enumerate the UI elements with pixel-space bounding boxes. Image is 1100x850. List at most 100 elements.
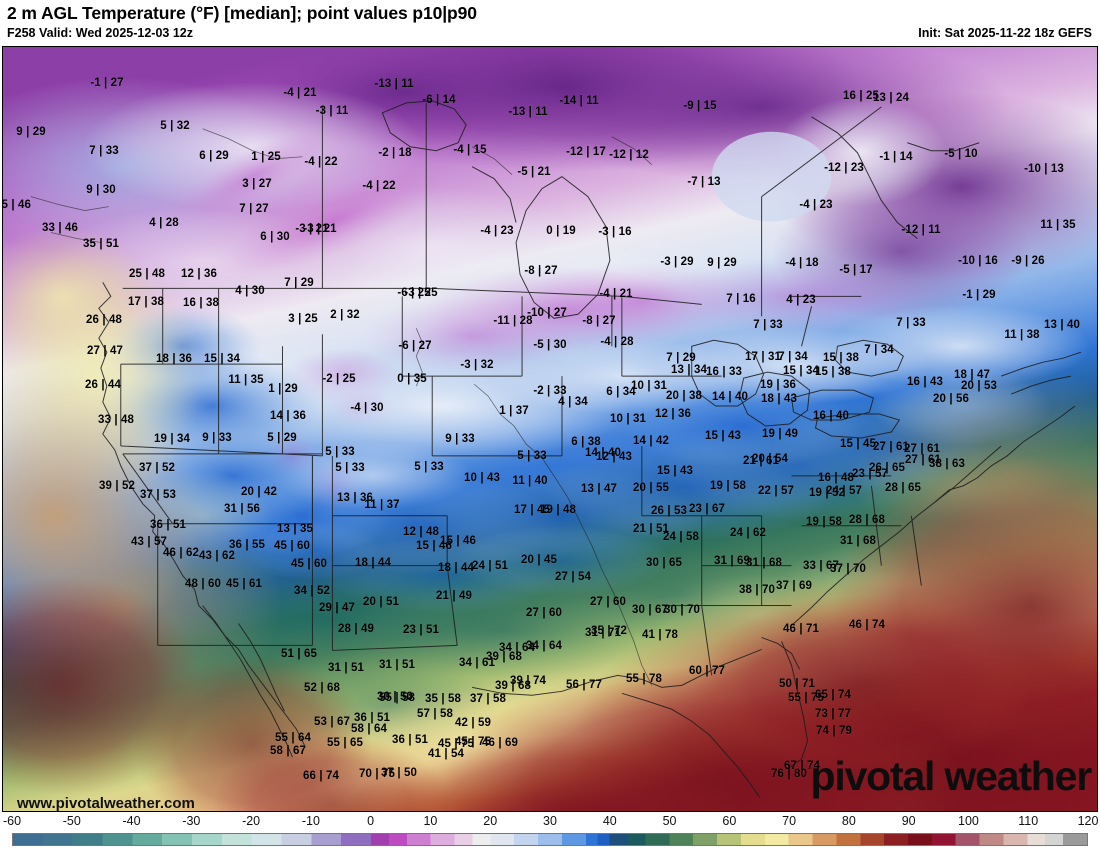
point-value-label: 16 | 25 — [843, 90, 879, 102]
point-value-label: -3 | 32 — [460, 359, 494, 371]
point-value-label: 31 | 56 — [224, 503, 260, 515]
colorbar-tick: -60 — [2, 814, 22, 828]
point-value-label: -11 | 28 — [493, 315, 533, 327]
point-value-label: 18 | 43 — [761, 393, 797, 405]
point-value-label: 19 | 49 — [762, 428, 798, 440]
colorbar[interactable]: -60 -50 -40 -30 -20 -10 0 10 20 30 40 50 60 70 80 90 100… — [2, 814, 1098, 848]
colorbar-tick: 70 — [782, 814, 797, 828]
point-value-label: 46 | 69 — [482, 737, 518, 749]
point-value-label: 76 | 80 — [771, 768, 807, 780]
point-value-label: 0 | 19 — [546, 225, 576, 237]
point-value-label: 39 | 74 — [510, 675, 546, 687]
point-value-label: 6 | 34 — [606, 386, 636, 398]
point-value-label: 39 | 52 — [99, 480, 135, 492]
point-value-label: 13 | 34 — [671, 364, 707, 376]
point-value-label: 4 | 30 — [235, 285, 265, 297]
point-value-label: 46 | 74 — [849, 619, 885, 631]
point-value-label: 35 | 46 — [2, 199, 31, 211]
point-value-label: 24 | 58 — [663, 531, 699, 543]
point-value-label: 14 | 36 — [270, 410, 306, 422]
point-value-label: 19 | 52 — [809, 487, 845, 499]
point-value-label: 42 | 59 — [455, 717, 491, 729]
point-value-label: 4 | 23 — [786, 294, 816, 306]
point-value-label: 20 | 42 — [241, 486, 277, 498]
point-value-label: 12 | 48 — [403, 526, 439, 538]
point-value-label: 29 | 47 — [319, 602, 355, 614]
point-value-label: 16 | 43 — [907, 376, 943, 388]
point-value-label: 46 | 71 — [783, 623, 819, 635]
point-value-label: 48 | 60 — [185, 578, 221, 590]
point-value-label: 12 | 43 — [596, 451, 632, 463]
temperature-field — [3, 47, 1097, 811]
point-value-label: -5 | 17 — [839, 264, 873, 276]
point-value-label: -4 | 22 — [304, 156, 338, 168]
point-value-label: 37 | 50 — [381, 767, 417, 779]
colorbar-tick: 50 — [662, 814, 677, 828]
point-value-label: -3 | 29 — [660, 256, 694, 268]
point-value-label: 5 | 33 — [335, 462, 365, 474]
point-value-label: 23 | 51 — [403, 624, 439, 636]
point-value-label: 14 | 40 — [712, 391, 748, 403]
point-value-label: -5 | 30 — [533, 339, 567, 351]
point-value-label: -6 | 25 — [397, 287, 431, 299]
point-value-label: -5 | 10 — [944, 148, 978, 160]
point-value-label: 27 | 61 — [873, 441, 909, 453]
point-value-label: -5 | 21 — [517, 166, 551, 178]
point-value-label: 13 | 35 — [277, 523, 313, 535]
point-value-label: -1 | 14 — [879, 151, 913, 163]
point-value-label: 27 | 60 — [526, 607, 562, 619]
point-value-label: 35 | 58 — [425, 693, 461, 705]
colorbar-tick: 120 — [1077, 814, 1099, 828]
point-value-label: 74 | 79 — [816, 725, 852, 737]
point-value-label: -7 | 13 — [687, 176, 721, 188]
point-value-label: 17 | 38 — [128, 296, 164, 308]
point-value-label: 15 | 46 — [440, 535, 476, 547]
point-value-label: 7 | 16 — [726, 293, 756, 305]
point-value-label: 30 | 50 — [377, 691, 413, 703]
point-value-label: 2 | 32 — [330, 309, 360, 321]
point-value-label: 15 | 43 — [657, 465, 693, 477]
point-value-label: 27 | 47 — [87, 345, 123, 357]
point-value-label: 55 | 78 — [626, 673, 662, 685]
temperature-map[interactable]: -1 | 27 9 | 29 5 | 32 7 | 33 6 | 29 1 | 25 9 |… — [2, 46, 1098, 812]
point-value-label: 22 | 57 — [758, 485, 794, 497]
point-value-label: 36 | 51 — [354, 712, 390, 724]
point-value-label: 13 | 36 — [337, 492, 373, 504]
point-value-label: 55 | 64 — [275, 732, 311, 744]
point-value-label: 45 | 75 — [455, 736, 491, 748]
point-value-label: -8 | 27 — [524, 265, 558, 277]
point-value-label: -10 | 27 — [527, 307, 567, 319]
point-value-label: 38 | 70 — [739, 584, 775, 596]
point-value-label: 30 | 70 — [664, 604, 700, 616]
point-value-label: 11 | 38 — [1004, 329, 1040, 341]
point-value-label: -4 | 23 — [799, 199, 833, 211]
point-value-label: -12 | 12 — [609, 149, 649, 161]
point-value-label: 1 | 29 — [268, 383, 298, 395]
point-value-label: 37 | 69 — [776, 580, 812, 592]
point-value-label: 23 | 57 — [852, 468, 888, 480]
point-value-label: -4 | 21 — [599, 288, 633, 300]
point-value-label: -4 | 23 — [480, 225, 514, 237]
colorbar-tick: 80 — [841, 814, 856, 828]
point-value-label: 9 | 33 — [445, 433, 475, 445]
point-value-label: -13 | 11 — [508, 106, 548, 118]
point-value-label: 7 | 27 — [239, 203, 269, 215]
point-value-label: -12 | 17 — [566, 146, 606, 158]
point-value-label: 0 | 35 — [397, 373, 427, 385]
colorbar-tick-labels: -60 -50 -40 -30 -20 -10 0 10 20 30 40 50 60 70 80 90 100… — [2, 814, 1098, 831]
colorbar-tick: -50 — [62, 814, 81, 828]
point-value-label: 15 | 43 — [705, 430, 741, 442]
point-value-label: 27 | 60 — [590, 596, 626, 608]
point-value-label: 14 | 40 — [585, 447, 621, 459]
point-value-label: 73 | 77 — [815, 708, 851, 720]
point-value-label: -3 | 25 — [404, 287, 438, 299]
point-value-label: 31 | 51 — [328, 662, 364, 674]
point-value-label: 37 | 52 — [139, 462, 175, 474]
point-value-label: 14 | 42 — [633, 435, 669, 447]
colorbar-tick: 60 — [722, 814, 737, 828]
point-value-label: 25 | 48 — [129, 268, 165, 280]
point-value-label: 17 | 45 — [514, 504, 550, 516]
point-value-label: 46 | 62 — [163, 547, 199, 559]
point-value-label: 28 | 65 — [885, 482, 921, 494]
point-value-label: 66 | 74 — [303, 770, 339, 782]
